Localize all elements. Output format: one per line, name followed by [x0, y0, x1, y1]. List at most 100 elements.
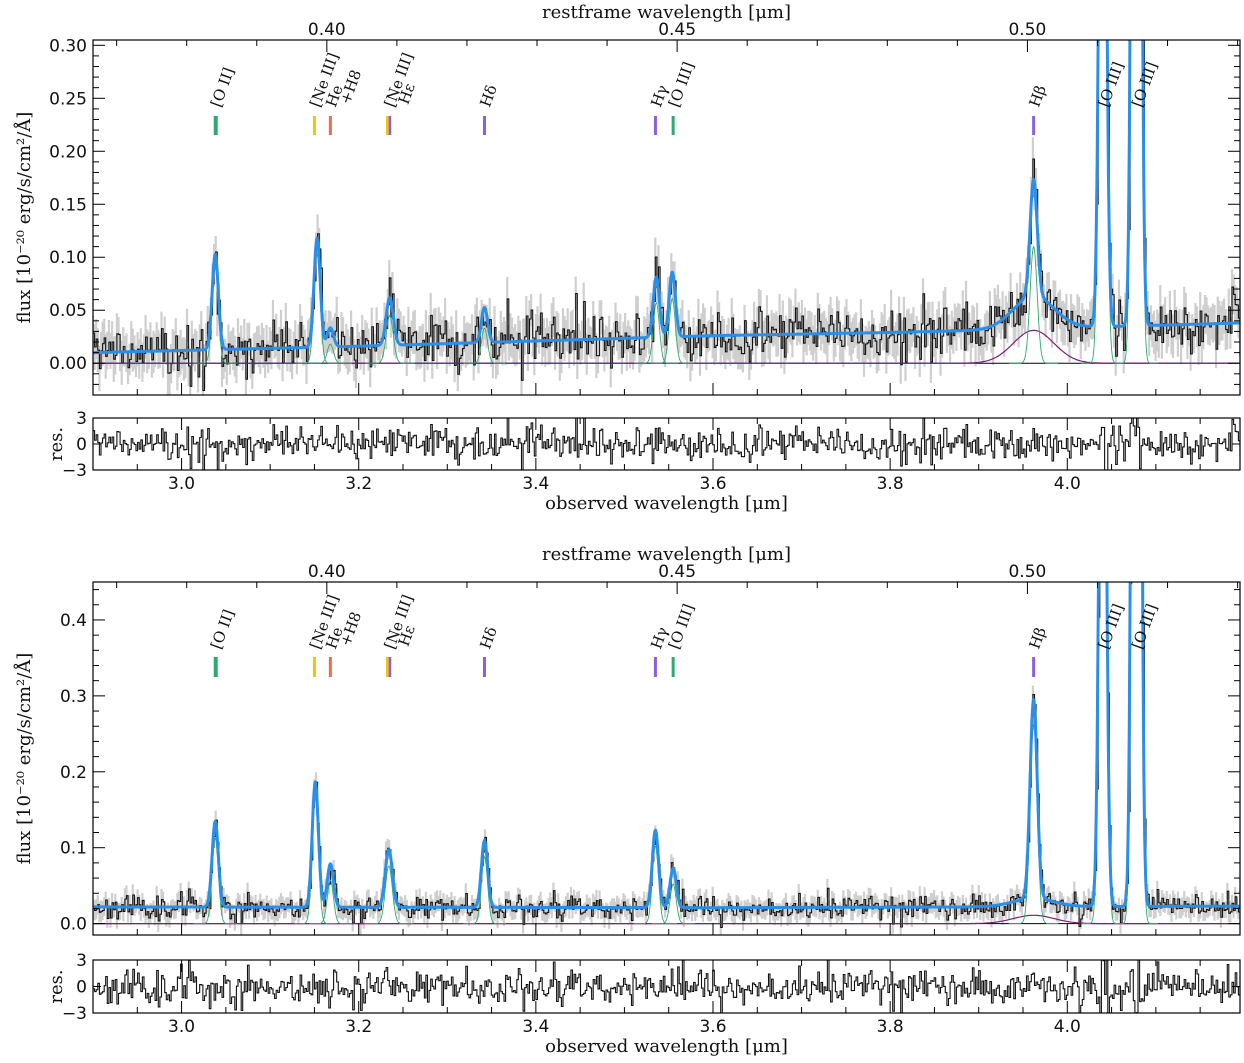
top-tick-label: 0.40: [308, 562, 346, 582]
line-label: [O III]: [1095, 59, 1128, 109]
y-axis-title: flux [10⁻²⁰ erg/s/cm²/Å]: [13, 653, 35, 865]
top-tick-label: 0.45: [658, 562, 696, 582]
line-marker: [653, 657, 657, 677]
component-4: [463, 327, 506, 364]
model-fit: [93, 40, 1240, 355]
line-marker: [482, 116, 486, 135]
line-marker: [482, 657, 486, 677]
res-tick-label: 3: [76, 951, 87, 971]
residual-area: [93, 418, 1240, 470]
residual-area: [93, 960, 1240, 1013]
line-label: Hβ: [1025, 83, 1049, 110]
component-1: [293, 797, 337, 925]
line-marker: [671, 657, 675, 677]
x-tick-label: 3.8: [877, 474, 904, 494]
x-axis-title: observed wavelength [μm]: [545, 493, 788, 514]
main-frame: [92, 39, 1241, 396]
line-label: [O III]: [1128, 601, 1161, 651]
line-marker: [213, 116, 218, 135]
y-tick-label: 0.2: [60, 763, 87, 783]
res-tick-label: 3: [76, 409, 87, 429]
component-0: [193, 266, 237, 364]
component-6: [650, 297, 694, 364]
y-tick-label: 0.10: [49, 248, 87, 268]
component-9: [1114, 40, 1158, 364]
line-marker: [388, 116, 392, 135]
component-7: [1008, 723, 1059, 925]
y-tick-label: 0.1: [60, 839, 87, 859]
line-label: [O III]: [665, 601, 698, 651]
residual-spectrum: [93, 960, 1240, 1013]
line-label: +H8: [336, 67, 365, 106]
x-tick-label: 3.4: [522, 1017, 549, 1037]
component-4: [463, 856, 506, 925]
component-8: [1081, 582, 1124, 925]
y-tick-label: 0.25: [49, 89, 87, 109]
res-tick-label: 0: [76, 435, 87, 455]
x-tick-label: 3.2: [345, 1017, 372, 1037]
component-2: [308, 343, 352, 364]
data-spectrum: [93, 582, 1240, 929]
top-axis-title: restframe wavelength [μm]: [542, 2, 791, 23]
component-6: [651, 883, 695, 925]
chart-panel-2: 3.0 3.2 3.4 3.6 3.8 4.0 observed wavelength [μ…: [13, 544, 1241, 1057]
x-tick-label: 3.6: [699, 1017, 726, 1037]
component-1: [295, 252, 339, 364]
y-tick-label: 0.30: [49, 36, 87, 56]
component-2: [308, 879, 352, 925]
x-tick-label: 3.0: [168, 1017, 195, 1037]
res-axis-title: res.: [46, 427, 67, 461]
res-tick-label: −3: [62, 461, 87, 481]
error-band: [93, 582, 1240, 935]
line-marker: [653, 116, 657, 135]
line-marker: [1032, 657, 1036, 677]
line-marker: [312, 116, 316, 135]
line-marker: [213, 657, 218, 677]
line-label: [O II]: [207, 65, 238, 109]
data-spectrum: [93, 40, 1240, 392]
x-axis-title: observed wavelength [μm]: [545, 1036, 788, 1057]
component-7: [1008, 245, 1059, 364]
y-tick-label: 0.20: [49, 142, 87, 162]
x-tick-label: 3.0: [168, 474, 195, 494]
y-tick-label: 0.4: [60, 611, 87, 631]
y-tick-label: 0.05: [49, 301, 87, 321]
component-0: [193, 836, 237, 925]
chart-panel-1: 3.0 3.2 3.4 3.6 3.8 4.0 observed wavelength [μ…: [13, 2, 1241, 514]
x-tick-label: 4.0: [1054, 474, 1081, 494]
top-tick-label: 0.40: [308, 20, 346, 40]
top-axis-title: restframe wavelength [μm]: [542, 544, 791, 565]
residual-spectrum: [93, 418, 1240, 470]
component-3: [365, 315, 415, 364]
top-tick-label: 0.50: [1008, 20, 1046, 40]
line-label: +H8: [336, 609, 365, 648]
plot-area: [93, 582, 1240, 935]
top-tick-label: 0.50: [1008, 562, 1046, 582]
main-frame: [92, 581, 1241, 936]
plot-area: [93, 40, 1240, 395]
y-tick-label: 0.15: [49, 195, 87, 215]
y-tick-label: 0.0: [60, 915, 87, 935]
y-axis-title: flux [10⁻²⁰ erg/s/cm²/Å]: [13, 112, 35, 324]
res-tick-label: −3: [62, 1004, 87, 1024]
line-marker: [671, 116, 675, 135]
component-8: [1081, 40, 1124, 364]
y-tick-label: 0.00: [49, 354, 87, 374]
line-label: Hδ: [476, 82, 500, 109]
line-label: Hβ: [1025, 625, 1049, 652]
y-tick-label: 0.3: [60, 687, 87, 707]
component-5: [634, 302, 678, 364]
line-marker: [386, 116, 389, 135]
x-tick-label: 3.6: [699, 474, 726, 494]
line-label: Hδ: [476, 624, 500, 651]
res-tick-label: 0: [76, 978, 87, 998]
x-tick-label: 3.4: [522, 474, 549, 494]
line-marker: [386, 657, 389, 677]
x-tick-label: 3.2: [345, 474, 372, 494]
line-label: [O II]: [207, 607, 238, 651]
line-marker: [328, 116, 332, 135]
component-5: [633, 845, 678, 925]
x-tick-label: 3.8: [877, 1017, 904, 1037]
component-3: [364, 865, 414, 925]
